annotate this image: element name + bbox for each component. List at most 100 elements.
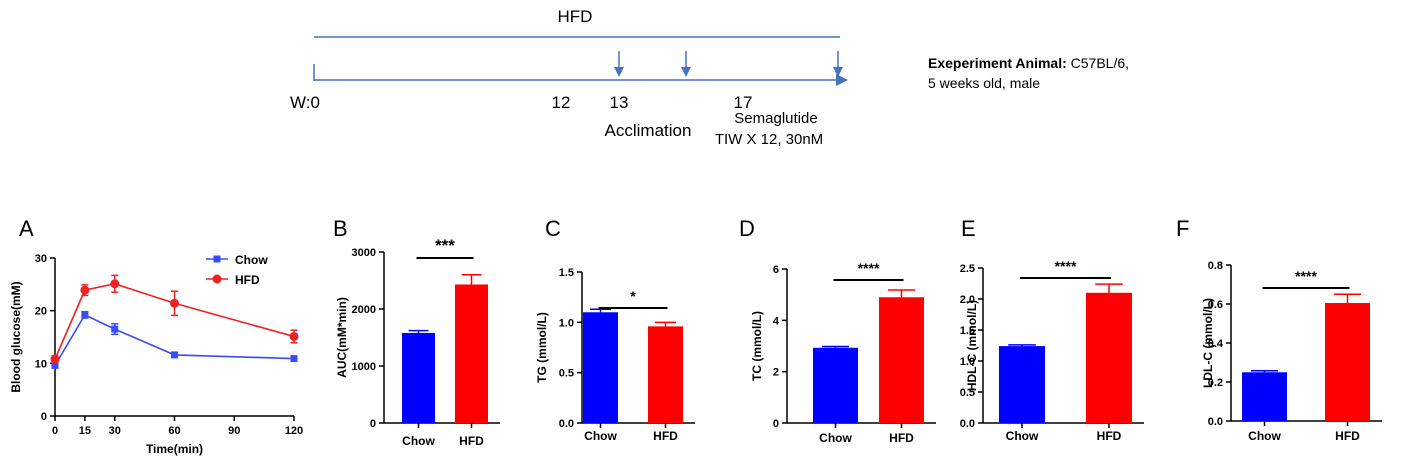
category-label: Chow	[819, 431, 852, 445]
chart-e: E 0.0 0.5 1.0 1.5 2.0 2.5 Chow HFD **** HDL-C (mmo…	[960, 216, 1144, 443]
y-tick-label: 0.5	[559, 368, 574, 380]
significance-marker: ***	[435, 236, 455, 255]
bar-chow	[813, 347, 858, 423]
y-axis-title: TC (mmol/L)	[750, 311, 764, 381]
bar-hfd	[455, 284, 488, 423]
y-tick-label: 0.0	[960, 418, 975, 430]
week-label-17: 17	[734, 93, 753, 112]
panel-letter-e: E	[961, 216, 976, 241]
panel-letter-c: C	[545, 216, 561, 241]
bar-chow	[1242, 372, 1287, 421]
chart-c: C 0.0 0.5 1.0 1.5 Chow HFD * TG (mmol/L)	[535, 216, 695, 443]
x-tick-label: 60	[168, 425, 180, 437]
chart-f: F 0.0 0.2 0.4 0.6 0.8 Chow HFD **** LDL-C (mmol/L…	[1176, 216, 1382, 443]
category-label: Chow	[584, 429, 617, 443]
panel-letter-d: D	[739, 216, 755, 241]
x-tick-label: 30	[109, 425, 121, 437]
legend-marker-chow	[213, 255, 221, 263]
panel-letter-f: F	[1176, 216, 1189, 241]
category-label: Chow	[1006, 429, 1039, 443]
data-point	[170, 298, 179, 308]
significance-marker: *	[630, 288, 636, 304]
y-tick-label: 1.0	[960, 356, 975, 368]
y-tick-label: 1.0	[559, 317, 574, 329]
y-tick-label: 2.5	[960, 263, 975, 275]
x-tick-label: 0	[52, 425, 58, 437]
y-tick-label: 0.5	[960, 387, 975, 399]
y-tick-label: 1000	[352, 361, 376, 373]
y-tick-label: 0	[370, 418, 376, 430]
data-point	[110, 279, 120, 289]
timeline-axis-arrowhead	[836, 74, 848, 86]
y-axis-title: AUC(mM*min)	[335, 297, 349, 378]
event-arrow-1-head	[614, 67, 624, 77]
y-tick-label: 0	[41, 411, 47, 423]
y-tick-label: 1.5	[559, 267, 574, 279]
significance-marker: ****	[1055, 258, 1077, 274]
event-arrow-3-head	[833, 67, 843, 77]
y-tick-label: 20	[35, 306, 47, 318]
series-hfd	[50, 274, 299, 364]
y-tick-label: 0.0	[1208, 416, 1223, 428]
panel-letter-b: B	[333, 216, 348, 241]
chart-a: A 0 10 20 30 0 15 30 60 90 120 Time(min) Blood gluco…	[9, 216, 303, 456]
y-axis-title: Blood glucose(mM)	[9, 281, 23, 392]
y-axis-title: HDL-C (mmol/L)	[965, 300, 979, 391]
series-chow	[51, 310, 298, 369]
treatment-label-line2: TIW X 12, 30nM	[715, 131, 823, 148]
animal-info-normal: C57BL/6,	[1067, 55, 1129, 71]
category-label: HFD	[889, 431, 914, 445]
y-tick-label: 0.8	[1208, 260, 1223, 272]
data-point	[111, 325, 119, 333]
x-tick-label: 15	[79, 425, 91, 437]
y-tick-label: 2000	[352, 304, 376, 316]
category-label: HFD	[459, 434, 484, 448]
event-arrow-2-head	[681, 67, 691, 77]
data-point	[50, 354, 60, 364]
category-label: HFD	[653, 429, 678, 443]
legend-marker-hfd	[212, 274, 222, 284]
animal-info-line1: Exeperiment Animal: C57BL/6,	[928, 55, 1129, 71]
chart-b: B 0 1000 2000 3000 Chow HFD *** AUC(mM*min)	[333, 216, 500, 448]
animal-info-bold: Exeperiment Animal:	[928, 55, 1067, 71]
y-tick-label: 30	[35, 253, 47, 265]
legend-label-chow: Chow	[235, 253, 268, 267]
bar-chow	[999, 346, 1045, 423]
category-label: Chow	[1248, 429, 1281, 443]
chart-d: D 0 2 4 6 Chow HFD **** TC (mmol/L)	[739, 216, 936, 445]
y-tick-label: 2	[773, 367, 779, 379]
bar-hfd	[1086, 292, 1132, 423]
y-axis-title: LDL-C (mmol/L)	[1201, 298, 1215, 388]
y-axis-title: TG (mmol/L)	[535, 312, 549, 383]
legend-label-hfd: HFD	[235, 273, 260, 287]
week-label-12: 12	[552, 93, 571, 112]
y-tick-label: 2.0	[960, 294, 975, 306]
data-point	[171, 351, 178, 359]
x-tick-label: 90	[228, 425, 240, 437]
bar-hfd	[879, 297, 924, 423]
category-label: HFD	[1097, 429, 1122, 443]
y-tick-label: 6	[773, 264, 779, 276]
data-point	[289, 331, 299, 341]
data-point	[51, 361, 59, 369]
category-label: HFD	[1335, 429, 1360, 443]
week-label-0: W:0	[290, 93, 320, 112]
significance-marker: ****	[1295, 268, 1317, 284]
experiment-timeline: HFD W:0 12 13 17 Acclimation Semaglutide…	[290, 7, 1129, 148]
y-tick-label: 0.4	[1208, 338, 1224, 350]
panel-letter-a: A	[19, 216, 34, 241]
bar-chow	[402, 332, 435, 423]
animal-info-line2: 5 weeks old, male	[928, 75, 1040, 91]
y-tick-label: 1.5	[960, 325, 975, 337]
bar-chow	[583, 312, 618, 423]
x-axis-title: Time(min)	[146, 442, 203, 456]
bar-hfd	[1325, 303, 1370, 421]
data-point	[81, 311, 89, 319]
timeline-top-label: HFD	[558, 7, 593, 26]
y-tick-label: 0.6	[1208, 299, 1223, 311]
treatment-label-line1: Semaglutide	[734, 110, 817, 127]
week-label-13: 13	[610, 93, 629, 112]
significance-marker: ****	[858, 260, 880, 276]
